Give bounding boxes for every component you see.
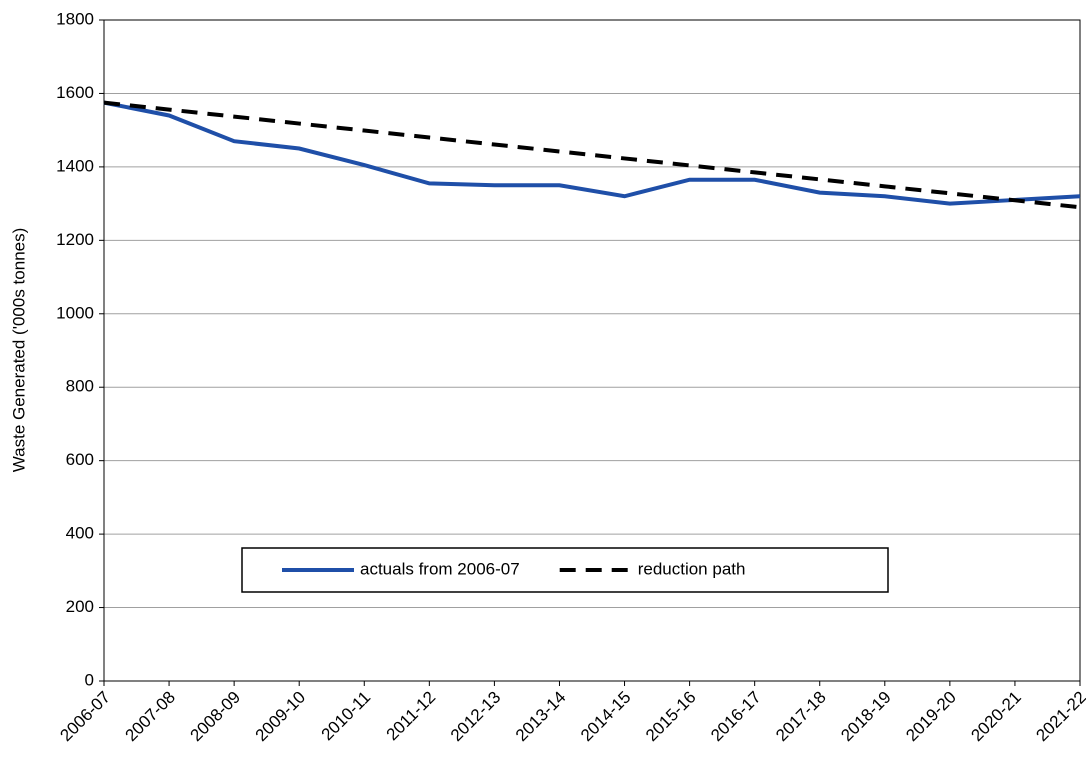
x-tick-label: 2014-15: [577, 688, 635, 746]
y-tick-label: 400: [66, 524, 94, 543]
x-tick-label: 2016-17: [707, 688, 765, 746]
series-line: [103, 100, 1081, 206]
y-tick-label: 600: [66, 450, 94, 469]
legend-label: actuals from 2006-07: [360, 559, 520, 578]
y-tick-label: 0: [85, 670, 94, 689]
plot-border: [103, 19, 1081, 682]
x-tick-label: 2010-11: [318, 688, 375, 745]
y-tick-label: 1200: [56, 230, 94, 249]
x-tick-label: 2020-21: [967, 688, 1025, 746]
y-tick-label: 200: [66, 597, 94, 616]
y-tick-label: 1000: [56, 303, 94, 322]
x-tick-label: 2007-08: [122, 688, 180, 746]
x-tick-label: 2017-18: [772, 688, 830, 746]
x-tick-label: 2018-19: [837, 688, 895, 746]
y-tick-label: 1800: [56, 9, 94, 28]
y-tick-label: 800: [66, 377, 94, 396]
y-tick-label: 1600: [56, 83, 94, 102]
x-tick-label: 2021-22: [1032, 688, 1086, 746]
x-tick-label: 2012-13: [447, 688, 505, 746]
x-tick-label: 2015-16: [642, 688, 700, 746]
x-tick-label: 2008-09: [187, 688, 245, 746]
x-tick-label: 2013-14: [512, 688, 570, 746]
y-tick-label: 1400: [56, 156, 94, 175]
x-tick-label: 2009-10: [252, 688, 310, 746]
x-tick-label: 2011-12: [383, 688, 440, 745]
series-line: [103, 100, 1081, 210]
x-tick-label: 2006-07: [56, 688, 114, 746]
legend-label: reduction path: [638, 559, 746, 578]
y-axis-label: Waste Generated ('000s tonnes): [9, 228, 28, 473]
x-tick-label: 2019-20: [902, 688, 960, 746]
